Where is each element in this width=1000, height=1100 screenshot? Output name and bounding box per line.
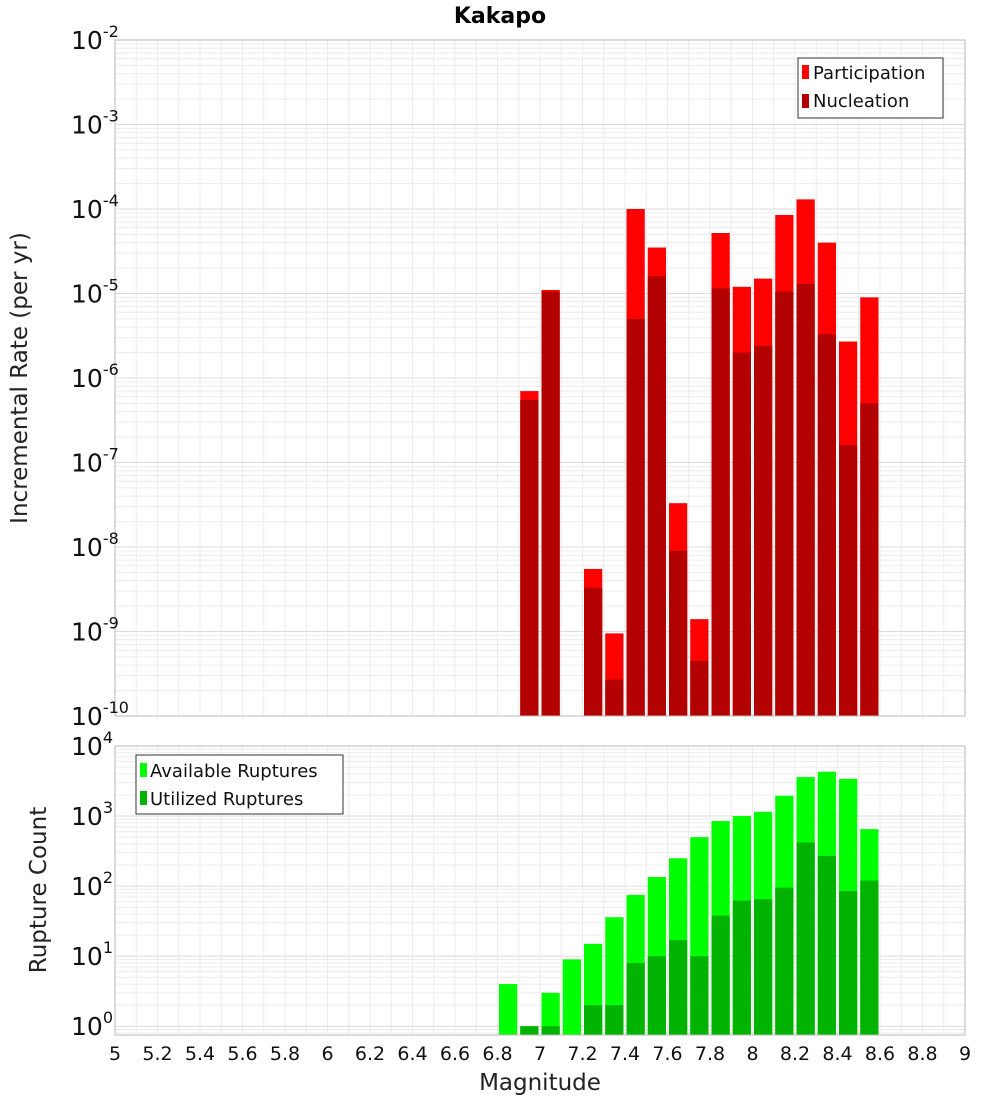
top-legend-box (797, 57, 944, 119)
x-axis-label: Magnitude (479, 1070, 601, 1096)
top-bar-nucleation (647, 276, 666, 716)
x-tick-label: 5.4 (185, 1043, 215, 1065)
bottom-bar-utilized-ruptures (775, 887, 794, 1035)
x-tick-label: 6.6 (440, 1043, 470, 1065)
bottom-legend: Available Ruptures Utilized Ruptures (135, 754, 344, 815)
x-tick-label: 9 (959, 1043, 971, 1065)
top-plot: 10-10 10-9 10-8 10-7 10-6 10-5 10-4 10-3 10-2 In… (7, 22, 966, 731)
bottom-legend-box (135, 754, 344, 815)
legend-label-utilized-ruptures: Utilized Ruptures (150, 789, 303, 810)
bottom-y-ticks: 100 101 102 103 104 (71, 728, 113, 1041)
top-y-tick-label: 10-3 (71, 107, 119, 140)
top-bar-nucleation (796, 283, 815, 716)
legend-swatch-participation (802, 65, 809, 79)
top-y-axis-label: Incremental Rate (per yr) (7, 232, 33, 524)
top-bar-nucleation (584, 587, 603, 716)
bottom-y-tick-label: 100 (71, 1008, 113, 1041)
bottom-bar-utilized-ruptures (647, 956, 666, 1035)
bottom-x-ticks: 5 5.2 5.4 5.6 5.8 6 6.2 6.4 6.6 6.8 7 7.2 7.4 7.6 7.8 8… (109, 1043, 971, 1065)
x-tick-label: 7.4 (610, 1043, 640, 1065)
top-bar-nucleation (605, 679, 624, 716)
top-plot-border (114, 39, 966, 717)
x-tick-label: 8.4 (822, 1043, 852, 1065)
top-legend: Participation Nucleation (797, 57, 944, 119)
bottom-bar-utilized-ruptures (817, 855, 836, 1035)
bottom-bar-utilized-ruptures (732, 900, 751, 1035)
x-tick-label: 5 (109, 1043, 121, 1065)
top-y-tick-label: 10-2 (71, 22, 119, 55)
top-bar-nucleation (839, 445, 858, 716)
top-bar-nucleation (775, 291, 794, 716)
bottom-bar-utilized-ruptures (839, 891, 858, 1035)
bottom-plot-border (114, 745, 966, 1036)
bottom-bar-utilized-ruptures (669, 940, 688, 1035)
legend-swatch-available-ruptures (140, 763, 147, 777)
x-tick-label: 5.6 (227, 1043, 257, 1065)
chart-title: Kakapo (454, 4, 546, 29)
bottom-y-tick-label: 102 (71, 868, 113, 901)
bottom-bar-available-ruptures (499, 984, 518, 1035)
top-y-tick-label: 10-9 (71, 614, 119, 647)
bottom-bar-utilized-ruptures (584, 1005, 603, 1035)
bottom-bar-utilized-ruptures (541, 1026, 560, 1035)
top-y-tick-label: 10-4 (71, 191, 119, 224)
x-tick-label: 8.2 (780, 1043, 810, 1065)
top-bar-nucleation (711, 288, 730, 716)
bottom-y-tick-label: 103 (71, 798, 113, 831)
top-y-tick-label: 10-6 (71, 360, 119, 393)
legend-swatch-nucleation (802, 94, 809, 108)
bottom-y-tick-label: 101 (71, 938, 113, 971)
legend-swatch-utilized-ruptures (140, 791, 147, 805)
top-bar-nucleation (817, 334, 836, 716)
bottom-y-tick-label: 104 (71, 728, 113, 761)
bottom-bar-utilized-ruptures (626, 962, 645, 1035)
bottom-bars (499, 771, 879, 1035)
x-tick-label: 7.6 (652, 1043, 682, 1065)
bottom-bar-utilized-ruptures (605, 1005, 624, 1035)
top-bar-nucleation (860, 403, 879, 716)
top-y-tick-label: 10-7 (71, 445, 119, 478)
legend-label-available-ruptures: Available Ruptures (150, 761, 318, 782)
bottom-bar-utilized-ruptures (754, 899, 773, 1035)
x-tick-label: 7 (534, 1043, 546, 1065)
x-tick-label: 5.8 (270, 1043, 300, 1065)
top-y-tick-label: 10-10 (71, 698, 129, 731)
legend-label-participation: Participation (813, 63, 925, 84)
x-tick-label: 6.4 (397, 1043, 427, 1065)
x-tick-label: 6 (321, 1043, 333, 1065)
x-tick-label: 6.2 (355, 1043, 385, 1065)
top-bar-nucleation (520, 399, 539, 716)
bottom-bar-available-ruptures (541, 992, 560, 1035)
x-tick-label: 8.6 (865, 1043, 895, 1065)
top-grid (114, 39, 966, 717)
bottom-bar-available-ruptures (562, 959, 581, 1035)
x-tick-label: 5.2 (142, 1043, 172, 1065)
bottom-bar-utilized-ruptures (520, 1026, 539, 1035)
x-tick-label: 7.2 (567, 1043, 597, 1065)
bottom-bar-utilized-ruptures (690, 956, 709, 1035)
x-tick-label: 7.8 (695, 1043, 725, 1065)
top-y-tick-label: 10-8 (71, 529, 119, 562)
top-bar-nucleation (669, 550, 688, 716)
top-bar-nucleation (754, 345, 773, 716)
x-tick-label: 8 (746, 1043, 758, 1065)
x-tick-label: 8.8 (907, 1043, 937, 1065)
top-bars (520, 199, 879, 717)
legend-label-nucleation: Nucleation (813, 91, 909, 112)
top-bar-nucleation (541, 291, 560, 716)
top-bar-nucleation (690, 660, 709, 716)
x-tick-label: 6.8 (482, 1043, 512, 1065)
top-y-ticks: 10-10 10-9 10-8 10-7 10-6 10-5 10-4 10-3 10-2 (71, 22, 129, 731)
top-bar-nucleation (732, 352, 751, 716)
bottom-plot: 100 101 102 103 104 5 5.2 5.4 5.6 5.8 6 6.2 6.4 6.6 6… (26, 728, 971, 1096)
bottom-bar-utilized-ruptures (711, 915, 730, 1035)
top-y-tick-label: 10-5 (71, 276, 119, 309)
bottom-bar-utilized-ruptures (860, 880, 879, 1035)
bottom-bar-utilized-ruptures (796, 842, 815, 1035)
top-bar-nucleation (626, 318, 645, 716)
bottom-y-axis-label: Rupture Count (26, 807, 52, 973)
